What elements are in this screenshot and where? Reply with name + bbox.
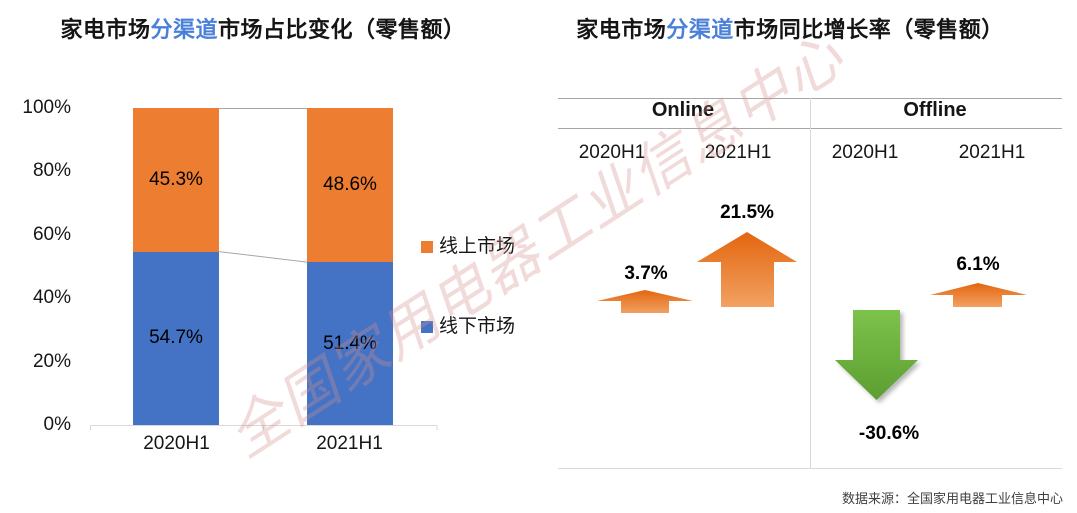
group-header-offline: Offline <box>903 99 967 121</box>
left-chart-title: 家电市场分渠道市场占比变化（零售额） <box>40 12 486 44</box>
series-connector-mid <box>218 251 308 263</box>
small-up-arrow-online-2020 <box>597 290 693 313</box>
left-title-highlight: 分渠道 <box>150 17 218 42</box>
growth-value-online-2021: 21.5% <box>720 202 774 223</box>
y-tick-60: 60% <box>32 224 71 245</box>
growth-value-offline-2021: 6.1% <box>956 254 1000 275</box>
group-header-online: Online <box>651 99 715 121</box>
bar-segment-online: 48.6% <box>307 108 393 263</box>
left-title-pre: 家电市场 <box>60 17 151 42</box>
big-up-arrow-online-2021 <box>697 232 797 307</box>
stacked-bar: 45.3% 54.7% <box>133 108 219 425</box>
period-online-2020: 2020H1 <box>578 142 646 163</box>
data-source-note: 数据来源：全国家用电器工业信息中心 <box>841 491 1063 506</box>
legend-item-online: 线上市场 <box>421 237 515 256</box>
y-tick-0: 0% <box>43 414 71 435</box>
period-offline-2020: 2020H1 <box>831 142 899 163</box>
bar-label-offline-2020: 54.7% <box>149 327 203 349</box>
right-title-post: 市场同比增长率（零售额） <box>733 17 1004 42</box>
category-label-2020H1: 2020H1 <box>143 433 210 454</box>
left-title-post: 市场占比变化（零售额） <box>218 17 466 42</box>
y-tick-100: 100% <box>22 97 71 118</box>
watermark: 全国家用电器工业信息中心 <box>216 22 857 470</box>
bar-segment-offline: 54.7% <box>133 251 219 425</box>
legend-swatch <box>421 240 433 253</box>
legend-label-online: 线上市场 <box>439 236 516 257</box>
right-title-highlight: 分渠道 <box>666 17 734 42</box>
legend-swatch <box>421 320 433 333</box>
bar-label-online-2021: 48.6% <box>323 174 377 196</box>
small-up-arrow-offline-2021 <box>930 283 1027 307</box>
growth-value-online-2020: 3.7% <box>624 263 668 284</box>
category-label-2021H1: 2021H1 <box>316 433 383 454</box>
bar-segment-online: 45.3% <box>133 108 219 252</box>
legend-item-offline: 线下市场 <box>421 317 515 336</box>
bar-label-offline-2021: 51.4% <box>323 332 377 354</box>
y-tick-40: 40% <box>32 287 71 308</box>
legend-label-offline: 线下市场 <box>439 316 516 337</box>
growth-value-offline-2020: -30.6% <box>858 423 920 444</box>
down-arrow-offline-2020 <box>835 310 918 400</box>
y-tick-80: 80% <box>32 160 71 181</box>
right-chart-title: 家电市场分渠道市场同比增长率（零售额） <box>567 12 1013 44</box>
period-offline-2021: 2021H1 <box>958 142 1026 163</box>
bar-label-online-2020: 45.3% <box>149 168 203 190</box>
y-tick-20: 20% <box>32 351 71 372</box>
right-title-pre: 家电市场 <box>576 17 667 42</box>
period-online-2021: 2021H1 <box>704 142 772 163</box>
stacked-bar: 48.6% 51.4% <box>307 108 393 425</box>
bar-segment-offline: 51.4% <box>307 262 393 425</box>
